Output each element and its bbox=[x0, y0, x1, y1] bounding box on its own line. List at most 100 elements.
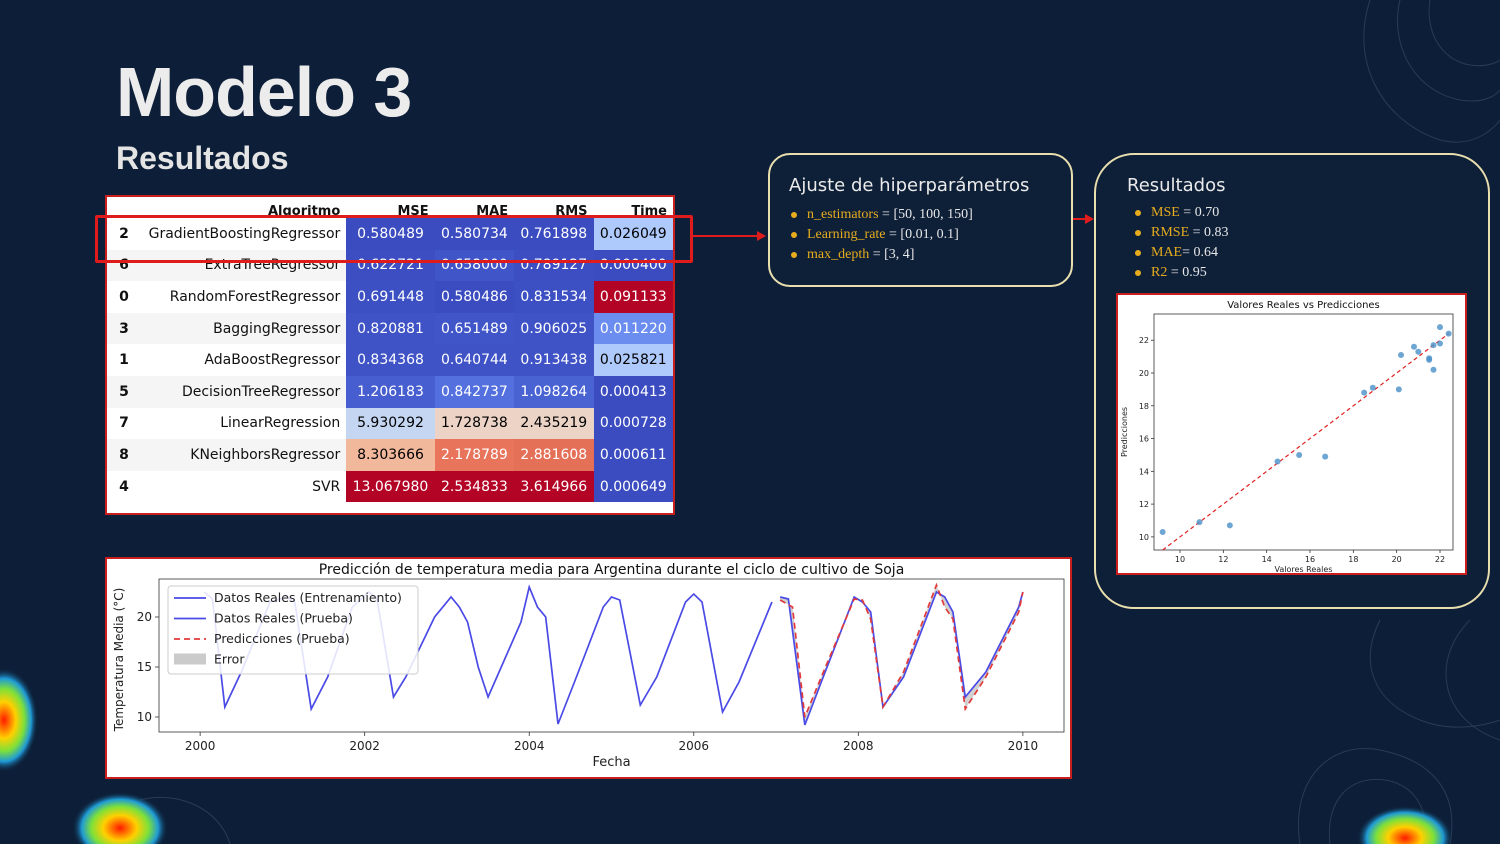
mae-cell: 1.728738 bbox=[434, 407, 515, 440]
metric-key: MSE bbox=[1151, 205, 1180, 220]
table-row: 1 AdaBoostRegressor 0.834368 0.640744 0.9134… bbox=[107, 344, 673, 376]
rms-cell: 0.906025 bbox=[514, 312, 594, 345]
list-item: MAE= 0.64 bbox=[1135, 243, 1229, 263]
x-tick-label: 2006 bbox=[678, 739, 709, 753]
mse-cell: 0.820881 bbox=[346, 312, 435, 345]
column-header-mse: MSE bbox=[397, 204, 429, 218]
param-key: Learning_rate bbox=[807, 227, 886, 242]
y-tick-label: 22 bbox=[1139, 336, 1149, 345]
column-header-time: Time bbox=[631, 204, 667, 218]
line-chart: Predicción de temperatura media para Arg… bbox=[105, 557, 1072, 779]
time-cell: 0.000728 bbox=[593, 407, 673, 440]
x-tick-label: 14 bbox=[1262, 555, 1272, 564]
mae-cell: 0.640744 bbox=[434, 344, 515, 376]
row-index: 6 bbox=[107, 249, 141, 282]
arrow-head-1 bbox=[757, 231, 766, 241]
table-row: 2 GradientBoostingRegressor 0.580489 0.5807… bbox=[107, 218, 673, 250]
time-cell: 0.000413 bbox=[593, 375, 673, 408]
y-tick-label: 15 bbox=[137, 660, 152, 674]
mae-cell: 0.651489 bbox=[434, 312, 515, 345]
legend-label: Error bbox=[214, 652, 245, 667]
x-tick-label: 2004 bbox=[514, 739, 545, 753]
line-chart-title: Predicción de temperatura media para Arg… bbox=[319, 562, 905, 578]
mae-cell: 0.842737 bbox=[434, 375, 515, 408]
scatter-point bbox=[1395, 386, 1402, 393]
rms-cell: 1.098264 bbox=[514, 375, 594, 408]
param-value: = [0.01, 0.1] bbox=[885, 227, 959, 242]
scatter-point bbox=[1411, 343, 1417, 350]
bullet-icon bbox=[1135, 229, 1141, 236]
legend-box bbox=[167, 585, 419, 675]
list-item: n_estimators = [50, 100, 150] bbox=[791, 205, 973, 225]
scatter-point bbox=[1415, 348, 1422, 355]
param-value: = [50, 100, 150] bbox=[878, 207, 973, 222]
param-value: = [3, 4] bbox=[869, 247, 915, 262]
x-tick-label: 20 bbox=[1392, 555, 1402, 564]
x-tick-label: 18 bbox=[1348, 555, 1358, 564]
mse-cell: 0.580489 bbox=[346, 218, 435, 250]
param-key: n_estimators bbox=[807, 207, 879, 222]
mse-cell: 8.303666 bbox=[346, 439, 435, 471]
scatter-point bbox=[1445, 330, 1452, 337]
rms-cell: 3.614966 bbox=[514, 470, 594, 503]
y-tick-label: 12 bbox=[1139, 500, 1149, 509]
rms-cell: 2.881608 bbox=[514, 439, 594, 471]
time-cell: 0.026049 bbox=[593, 218, 673, 250]
line-plot-frame bbox=[158, 578, 1065, 733]
list-item: RMSE = 0.83 bbox=[1135, 223, 1229, 243]
legend-label: Datos Reales (Prueba) bbox=[214, 611, 353, 626]
mse-cell: 1.206183 bbox=[346, 375, 435, 408]
scatter-point bbox=[1196, 519, 1203, 526]
row-index: 2 bbox=[119, 225, 129, 242]
x-axis-label: Valores Reales bbox=[1275, 565, 1333, 573]
rms-cell: 0.913438 bbox=[514, 344, 594, 376]
time-cell: 0.000649 bbox=[593, 470, 673, 503]
x-tick-label: 22 bbox=[1435, 555, 1445, 564]
table-row: 8 KNeighborsRegressor 8.303666 2.178789 2.88… bbox=[107, 439, 673, 471]
line-chart-svg: Predicción de temperatura media para Arg… bbox=[112, 562, 1065, 770]
x-tick-label: 10 bbox=[1175, 555, 1185, 564]
arrow-head-2 bbox=[1085, 214, 1094, 224]
row-index: 7 bbox=[119, 415, 129, 432]
row-index: 4 bbox=[119, 478, 129, 495]
metric-key: MAE bbox=[1151, 245, 1183, 260]
scatter-point bbox=[1430, 342, 1437, 349]
table-row: 5 DecisionTreeRegressor 1.206183 0.842737 1.… bbox=[107, 375, 673, 408]
scatter-point bbox=[1437, 324, 1443, 331]
y-tick-label: 20 bbox=[1139, 369, 1149, 378]
rms-cell: 2.435219 bbox=[514, 407, 594, 440]
results-title: Resultados bbox=[1127, 175, 1226, 196]
scatter-point bbox=[1296, 451, 1303, 458]
mae-cell: 2.534833 bbox=[434, 470, 515, 503]
x-axis-label: Fecha bbox=[592, 755, 630, 770]
rms-cell: 0.761898 bbox=[514, 218, 594, 250]
legend-label: Datos Reales (Entrenamiento) bbox=[214, 590, 402, 605]
param-key: max_depth bbox=[807, 247, 870, 262]
scatter-point bbox=[1437, 340, 1443, 347]
scatter-plot-frame bbox=[1153, 313, 1454, 551]
list-item: R2 = 0.95 bbox=[1135, 263, 1229, 283]
list-item: Learning_rate = [0.01, 0.1] bbox=[791, 225, 973, 245]
x-tick-label: 2010 bbox=[1008, 739, 1039, 753]
legend-swatch bbox=[174, 653, 206, 665]
legend-label: Predicciones (Prueba) bbox=[214, 631, 350, 646]
bullet-icon bbox=[1135, 209, 1141, 216]
mae-cell: 0.580486 bbox=[434, 281, 515, 313]
table-row: 6 ExtraTreeRegressor 0.622721 0.658000 0.789… bbox=[107, 249, 673, 282]
column-header-rms: RMS bbox=[555, 204, 588, 218]
list-item: max_depth = [3, 4] bbox=[791, 245, 973, 265]
bullet-icon bbox=[791, 251, 797, 258]
bullet-icon bbox=[791, 231, 797, 238]
algorithm-cell: KNeighborsRegressor bbox=[141, 439, 347, 471]
scatter-title: Valores Reales vs Predicciones bbox=[1227, 300, 1380, 311]
bullet-icon bbox=[1135, 269, 1141, 276]
y-axis-label: Predicciones bbox=[1120, 407, 1129, 457]
metric-value: = 0.83 bbox=[1189, 225, 1229, 240]
metric-key: RMSE bbox=[1151, 225, 1190, 240]
x-tick-label: 2002 bbox=[349, 739, 380, 753]
highlight-best-model bbox=[95, 215, 693, 263]
series-test-line bbox=[779, 590, 1024, 726]
y-axis-label: Temperatura Media (°C) bbox=[112, 588, 126, 733]
x-tick-label: 12 bbox=[1218, 555, 1228, 564]
